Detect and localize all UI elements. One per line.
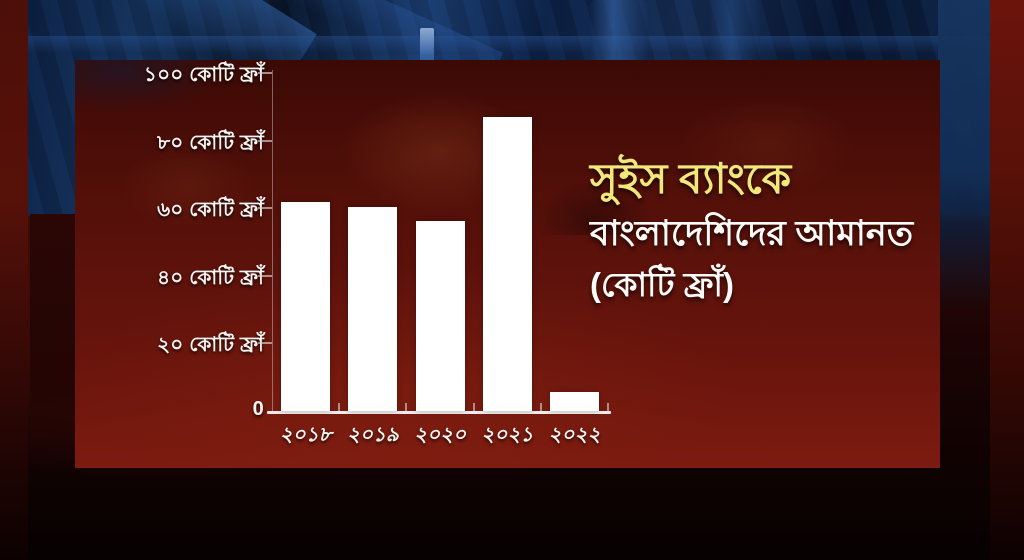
- x-axis-tick: [405, 403, 408, 411]
- y-axis-line: [272, 70, 273, 411]
- bar-২০১৮: [281, 202, 331, 411]
- x-axis-tick: [607, 403, 609, 411]
- x-axis-tick: [539, 403, 542, 411]
- y-axis-label: ১০০ কোটি ফ্রাঁ: [143, 64, 264, 86]
- chart-title-line2: বাংলাদেশিদের আমানত: [590, 214, 914, 253]
- x-axis-label: ২০১৮: [279, 424, 332, 446]
- y-axis-label: ৪০ কোটি ফ্রাঁ: [157, 266, 264, 289]
- y-axis-tick: [258, 139, 272, 142]
- bar-২০২২: [549, 392, 599, 411]
- chart-title-block: সুইস ব্যাংকে বাংলাদেশিদের আমানত (কোটি ফ্…: [590, 155, 913, 305]
- bar-chart: ১০০ কোটি ফ্রাঁ ৮০ কোটি ফ্রাঁ ৬০ কোটি ফ্রাঁ…: [75, 60, 940, 468]
- x-axis-label: ২০২০: [413, 424, 467, 446]
- bar-২০২১: [482, 116, 532, 411]
- x-axis-label: ২০১৯: [346, 424, 399, 446]
- y-axis-tick: [258, 72, 272, 74]
- chart-title-unit: (কোটি ফ্রাঁ): [590, 266, 734, 303]
- chart-panel: ১০০ কোটি ফ্রাঁ ৮০ কোটি ফ্রাঁ ৬০ কোটি ফ্রাঁ…: [75, 60, 940, 468]
- y-axis-tick: [258, 274, 272, 277]
- x-axis-tick: [472, 403, 475, 411]
- x-axis-label: ২০২২: [548, 424, 601, 446]
- y-axis-label: ৮০ কোটি ফ্রাঁ: [157, 131, 264, 154]
- chart-title-line1: সুইস ব্যাংকে: [590, 155, 792, 202]
- x-axis-tick: [338, 403, 341, 411]
- left-edge-strip: [0, 0, 28, 560]
- y-axis-label: ২০ কোটি ফ্রাঁ: [157, 334, 264, 357]
- x-axis-label: ২০২১: [481, 424, 534, 446]
- right-edge-strip: [990, 0, 1024, 560]
- y-axis-tick: [258, 207, 272, 210]
- building-ledge-shape: [28, 36, 990, 54]
- building-column-right: [938, 0, 990, 310]
- y-axis-label: ৬০ কোটি ফ্রাঁ: [157, 199, 264, 222]
- bar-২০১৯: [348, 207, 398, 411]
- y-axis-tick: [258, 342, 272, 345]
- y-axis-label: 0: [252, 398, 264, 420]
- left-shadow-column: [30, 214, 75, 464]
- bar-২০২০: [415, 220, 465, 411]
- x-axis-line: [267, 411, 611, 414]
